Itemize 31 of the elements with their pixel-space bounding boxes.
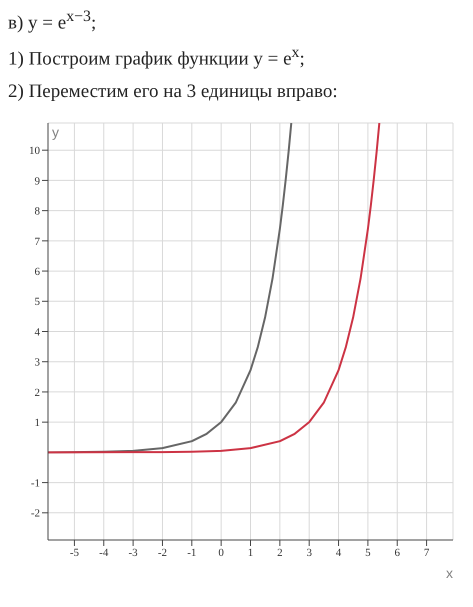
x-tick-label: -3 [128, 546, 138, 558]
x-tick-label: 6 [394, 546, 400, 558]
x-tick-label: -5 [70, 546, 80, 558]
x-tick-label: 3 [306, 546, 312, 558]
y-tick-label: 10 [29, 144, 40, 157]
x-axis-title: x [446, 564, 453, 581]
y-tick-label: -1 [30, 477, 40, 490]
x-tick-label: -4 [99, 546, 109, 558]
x-tick-label: -2 [158, 546, 168, 558]
x-tick-label: 5 [365, 546, 372, 558]
x-tick-label: 0 [218, 546, 224, 558]
y-tick-label: 8 [34, 205, 40, 218]
y-tick-label: 5 [34, 296, 40, 308]
x-tick-label: 1 [248, 546, 254, 558]
x-tick-label: -1 [187, 546, 196, 558]
x-tick-label: 7 [424, 546, 430, 558]
x-tick-label: 4 [336, 546, 342, 558]
y-tick-label: -2 [30, 507, 40, 520]
y-tick-label: 7 [34, 235, 40, 248]
line-series [48, 122, 380, 454]
chart-title: в) y = e$^{x−3}$; [8, 8, 98, 34]
x-tick-label: 2 [277, 546, 283, 558]
y-tick-label: 3 [34, 356, 40, 368]
y-tick-label: 1 [34, 416, 40, 429]
y-tick-label: 2 [34, 386, 40, 398]
y-tick-label: 9 [34, 174, 40, 187]
y-axis-title: y [52, 124, 59, 140]
text: 1) Построим график функции y = e$^{x}$; [8, 44, 306, 71]
text: 2) Переместим его на 3 единицы вправо: [8, 80, 339, 103]
y-tick-label: 4 [34, 326, 40, 338]
y-tick-label: 6 [34, 266, 40, 278]
